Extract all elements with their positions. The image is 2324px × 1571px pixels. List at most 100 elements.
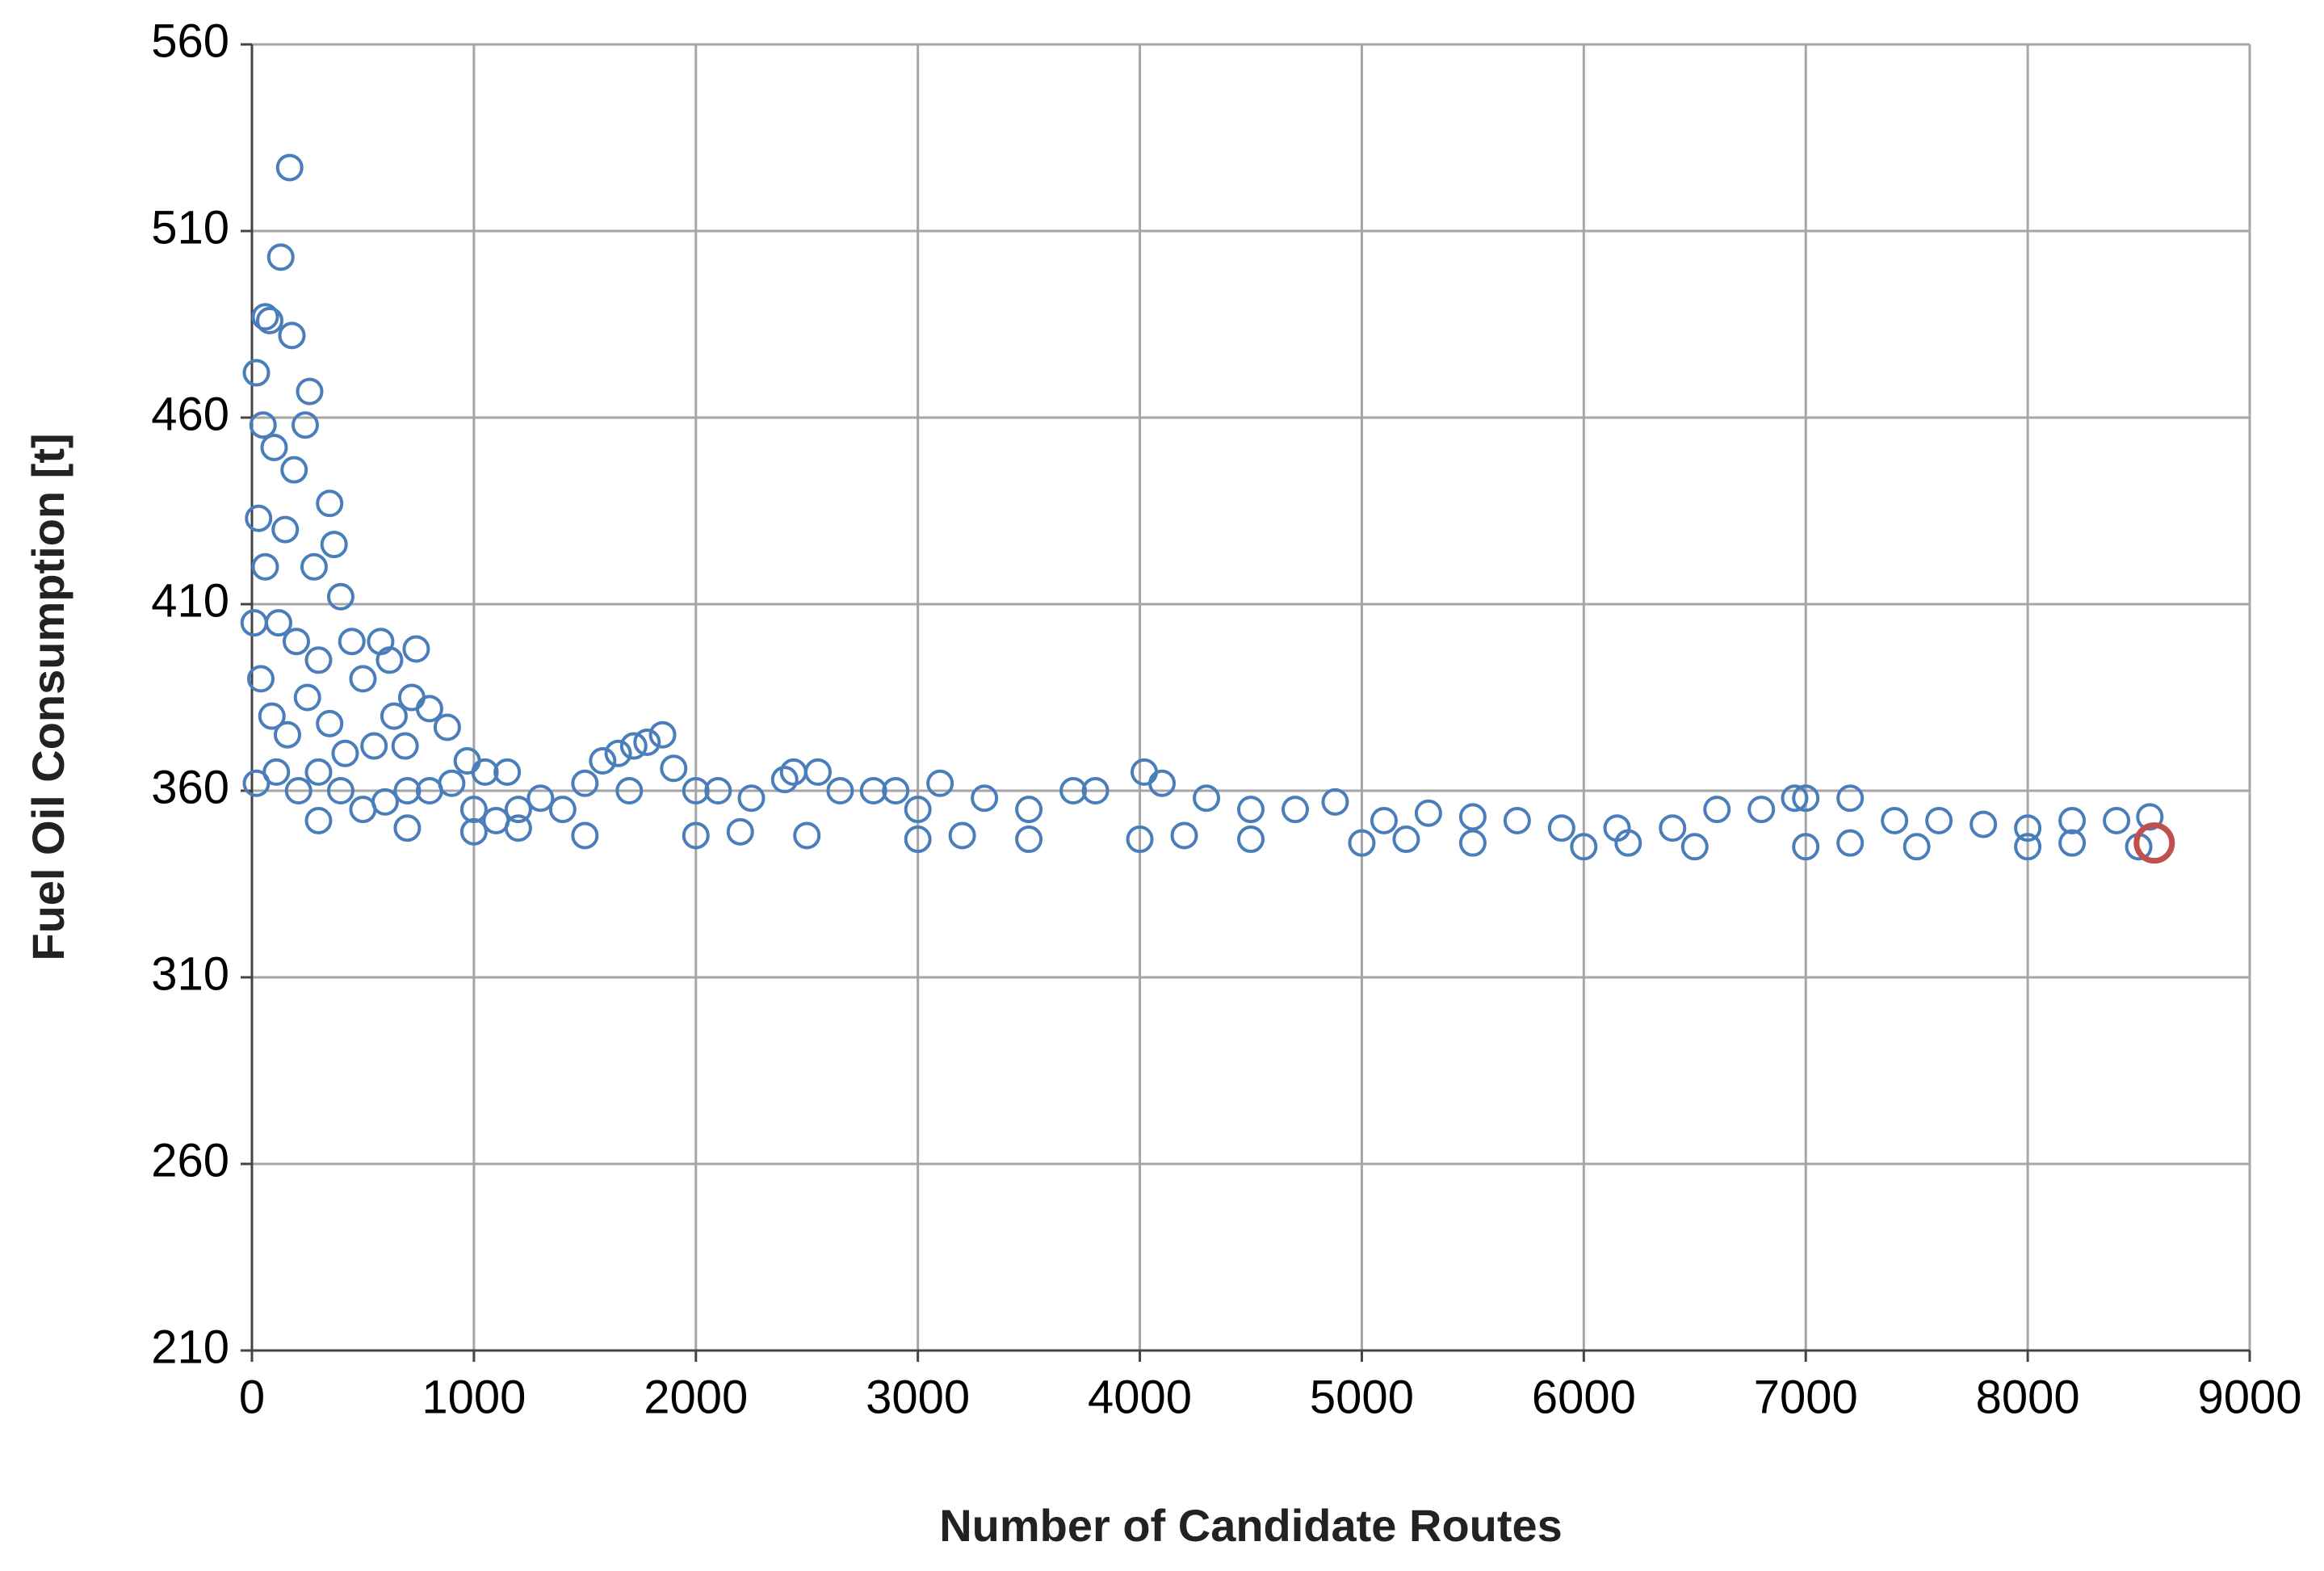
point <box>1680 833 1709 861</box>
point <box>375 646 404 674</box>
point <box>1131 758 1159 786</box>
point <box>251 552 279 581</box>
point <box>971 784 999 813</box>
point <box>604 739 632 767</box>
point <box>2133 822 2175 864</box>
point <box>904 825 932 854</box>
point <box>1925 806 1953 834</box>
point <box>280 456 308 484</box>
point <box>1970 810 1998 838</box>
point <box>262 758 291 786</box>
point <box>619 732 648 760</box>
point <box>349 665 377 693</box>
point <box>316 709 344 737</box>
point <box>402 635 430 663</box>
point <box>633 728 661 756</box>
point <box>459 796 488 824</box>
point <box>737 784 766 813</box>
point <box>2014 833 2042 861</box>
point <box>271 515 300 544</box>
point <box>380 702 408 730</box>
point <box>1659 814 1687 842</box>
point <box>1570 833 1598 861</box>
point <box>251 303 279 331</box>
point <box>770 766 799 794</box>
point <box>304 806 333 834</box>
x-axis-title: Number of Candidate Routes <box>939 1500 1563 1551</box>
point <box>391 732 419 760</box>
point <box>526 784 555 813</box>
x-tick-label: 6000 <box>1532 1371 1636 1423</box>
point <box>1703 796 1731 824</box>
point <box>826 777 854 804</box>
point <box>682 777 710 804</box>
point <box>293 683 321 712</box>
point <box>571 769 599 797</box>
x-tick-label: 4000 <box>1088 1371 1192 1423</box>
point <box>331 739 359 767</box>
point <box>1237 796 1265 824</box>
point <box>803 758 832 786</box>
point <box>326 777 354 804</box>
y-tick-label: 310 <box>151 947 229 1000</box>
x-tick-label: 0 <box>239 1371 265 1423</box>
x-tick-label: 2000 <box>644 1371 748 1423</box>
point <box>726 817 754 846</box>
point <box>2058 829 2087 857</box>
point <box>2014 814 2042 842</box>
point <box>504 796 532 824</box>
point <box>260 433 288 461</box>
point <box>1792 833 1820 861</box>
point <box>1902 833 1931 861</box>
point <box>255 306 283 334</box>
point <box>349 796 377 824</box>
point <box>1414 799 1442 827</box>
point <box>284 777 313 804</box>
point <box>1321 788 1349 816</box>
point <box>904 796 932 824</box>
point <box>240 609 268 637</box>
point <box>316 489 344 518</box>
y-tick-label: 260 <box>151 1134 229 1187</box>
x-tick-label: 9000 <box>2197 1371 2301 1423</box>
point <box>304 646 333 674</box>
point <box>1348 829 1376 857</box>
x-tick-label: 8000 <box>1976 1371 2080 1423</box>
point <box>1237 825 1265 854</box>
y-tick-label: 210 <box>151 1321 229 1373</box>
x-tick-label: 5000 <box>1310 1371 1414 1423</box>
point <box>1126 825 1154 854</box>
point <box>1836 829 1865 857</box>
point <box>371 788 399 816</box>
point <box>415 695 443 723</box>
point <box>360 732 388 760</box>
point <box>397 683 426 712</box>
x-tick-label: 7000 <box>1754 1371 1858 1423</box>
y-tick-label: 510 <box>151 201 229 254</box>
point <box>300 552 328 581</box>
point <box>275 153 304 182</box>
point <box>648 720 677 749</box>
point <box>266 243 295 271</box>
point <box>471 758 499 786</box>
point <box>2136 803 2164 831</box>
point <box>482 806 510 834</box>
point <box>282 628 310 656</box>
point <box>338 628 366 656</box>
point <box>1503 806 1531 834</box>
point <box>2103 806 2131 834</box>
point <box>1458 803 1487 831</box>
point <box>2058 806 2087 834</box>
point <box>859 777 887 804</box>
point <box>660 754 688 783</box>
point <box>615 777 644 804</box>
point <box>948 821 976 850</box>
point <box>1015 825 1043 854</box>
point <box>1836 784 1865 813</box>
point <box>589 747 617 775</box>
point <box>393 814 422 842</box>
point <box>1458 829 1487 857</box>
point <box>793 821 821 850</box>
